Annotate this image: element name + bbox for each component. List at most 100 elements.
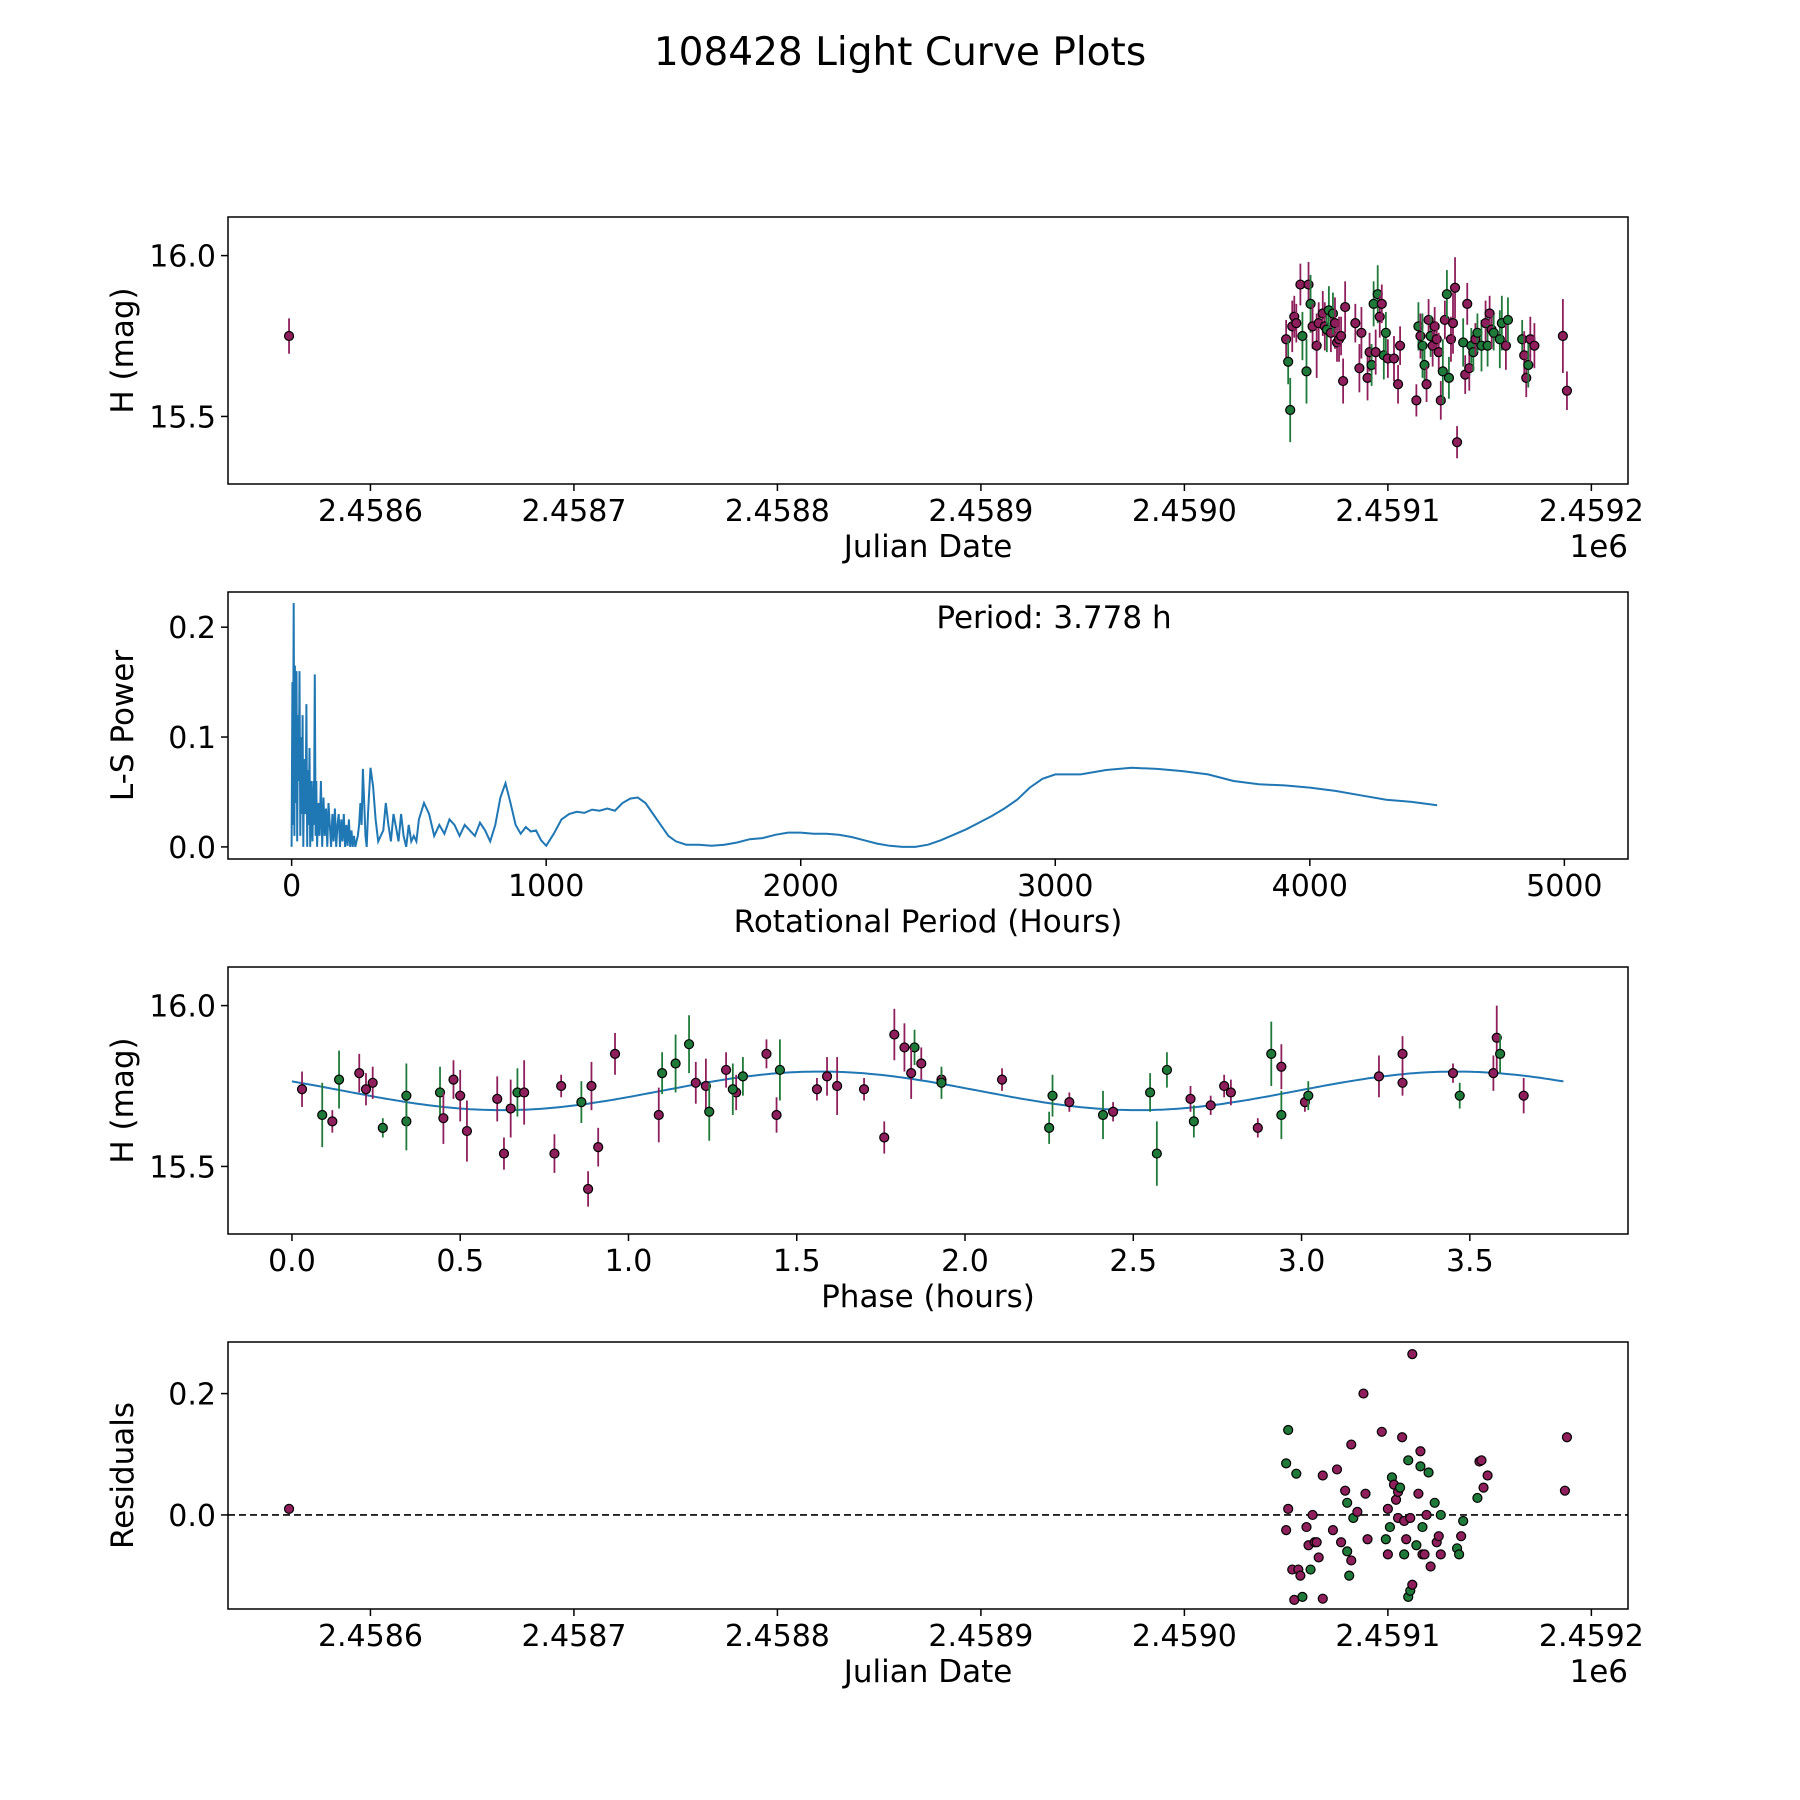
data-point: [1225, 1087, 1236, 1098]
data-point: [1346, 1439, 1357, 1450]
data-point: [1429, 321, 1440, 332]
data-point: [1419, 1549, 1430, 1560]
data-point: [1331, 1464, 1343, 1475]
x-axis-label: Rotational Period (Hours): [734, 904, 1123, 940]
plot-area: [290, 602, 1438, 848]
data-point: [1482, 340, 1493, 351]
plot-area: [283, 257, 1573, 459]
x-tick-label: 0.5: [436, 1244, 484, 1279]
data-point: [1360, 1488, 1371, 1499]
data-point: [498, 1148, 510, 1159]
data-point: [1407, 1349, 1418, 1360]
model-fit-curve: [291, 1070, 1564, 1112]
y-tick-label: 15.5: [149, 1150, 216, 1185]
data-point: [1561, 1432, 1573, 1443]
data-point: [1392, 379, 1404, 390]
data-point: [283, 330, 295, 342]
data-point: [832, 1080, 843, 1092]
x-tick-label: 2.4587: [521, 494, 626, 529]
data-point: [720, 1064, 732, 1076]
data-point: [461, 1125, 473, 1137]
axes-frame: [227, 216, 1629, 485]
data-point: [1523, 359, 1534, 371]
data-point: [1421, 379, 1432, 390]
data-point: [1429, 1497, 1440, 1508]
data-point: [1297, 1591, 1308, 1602]
data-point: [909, 1042, 920, 1053]
data-point: [1305, 298, 1316, 309]
x-offset-label: 1e6: [1569, 529, 1628, 565]
data-point: [1295, 1570, 1306, 1581]
data-point: [1401, 1534, 1412, 1545]
x-axis-label: Julian Date: [842, 529, 1013, 565]
data-point: [1443, 372, 1455, 383]
x-tick-label: 2.4592: [1539, 494, 1644, 529]
x-tick-label: 4000: [1272, 869, 1348, 904]
data-point: [811, 1084, 823, 1095]
data-point: [1285, 404, 1296, 416]
data-point: [1325, 327, 1337, 338]
data-point: [1252, 1122, 1263, 1133]
data-point: [1327, 1525, 1339, 1536]
data-point: [1047, 1090, 1058, 1101]
x-tick-label: 3000: [1017, 869, 1093, 904]
data-point: [1342, 1497, 1353, 1508]
data-point: [879, 1132, 890, 1143]
x-tick-label: 2.4588: [725, 494, 830, 529]
light-curve-panel: 2.4586 2.4587 2.4588 2.4589 2.4590 2.4591 2.45…: [105, 216, 1644, 565]
data-point: [377, 1122, 388, 1133]
x-tick-label: 2000: [763, 869, 839, 904]
y-axis-label: L-S Power: [105, 650, 141, 801]
x-tick-label: 1000: [508, 869, 584, 904]
data-point: [1362, 1534, 1373, 1545]
data-point: [1415, 330, 1426, 342]
data-point: [1266, 1048, 1277, 1059]
data-point: [1161, 1064, 1173, 1076]
data-point: [1276, 1109, 1287, 1121]
y-tick-label: 15.5: [149, 400, 216, 435]
plot-area: [228, 1349, 1628, 1605]
data-point: [727, 1084, 738, 1095]
data-point: [1145, 1087, 1156, 1098]
data-point: [1281, 334, 1292, 345]
data-point: [1482, 1470, 1493, 1481]
x-tick-label: 0.0: [268, 1244, 316, 1279]
data-point: [556, 1080, 567, 1092]
data-point: [1317, 1470, 1328, 1481]
data-point: [1447, 1068, 1459, 1079]
data-point: [1449, 282, 1461, 293]
x-tick-label: 2.4590: [1132, 494, 1237, 529]
data-point: [1307, 1509, 1318, 1521]
data-point: [1425, 1561, 1436, 1572]
x-tick-label: 2.4586: [318, 494, 423, 529]
y-tick-label: 0.0: [168, 1499, 216, 1534]
data-point: [1411, 395, 1422, 406]
data-point: [367, 1077, 378, 1088]
x-tick-label: 2.4589: [928, 1619, 1033, 1654]
y-axis-label: Residuals: [105, 1402, 141, 1549]
x-tick-label: 2.5: [1109, 1244, 1157, 1279]
data-point: [593, 1142, 604, 1153]
data-point: [1346, 1555, 1357, 1566]
x-tick-label: 2.4591: [1335, 1619, 1440, 1654]
data-point: [1311, 340, 1322, 351]
data-point: [354, 1068, 365, 1079]
data-point: [1397, 1077, 1408, 1088]
data-point: [576, 1097, 587, 1108]
y-axis-label: H (mag): [105, 287, 141, 413]
data-point: [360, 1084, 372, 1095]
data-point: [1394, 340, 1406, 351]
data-point: [1044, 1122, 1055, 1133]
phase-folded-panel: 0.0 0.5 1.0 1.5 2.0 2.5 3.0 3.5 15.5 16.0 Phase (h…: [105, 966, 1629, 1315]
x-tick-label: 3.0: [1278, 1244, 1326, 1279]
data-point: [1433, 1531, 1444, 1542]
data-point: [1468, 347, 1479, 358]
data-point: [1417, 340, 1428, 351]
data-point: [1283, 1424, 1294, 1436]
data-point: [1097, 1109, 1109, 1121]
x-offset-label: 1e6: [1569, 1654, 1628, 1690]
x-tick-label: 2.4586: [318, 1619, 423, 1654]
x-tick-label: 2.4589: [928, 494, 1033, 529]
data-point: [1376, 1426, 1387, 1437]
data-point: [609, 1048, 621, 1059]
